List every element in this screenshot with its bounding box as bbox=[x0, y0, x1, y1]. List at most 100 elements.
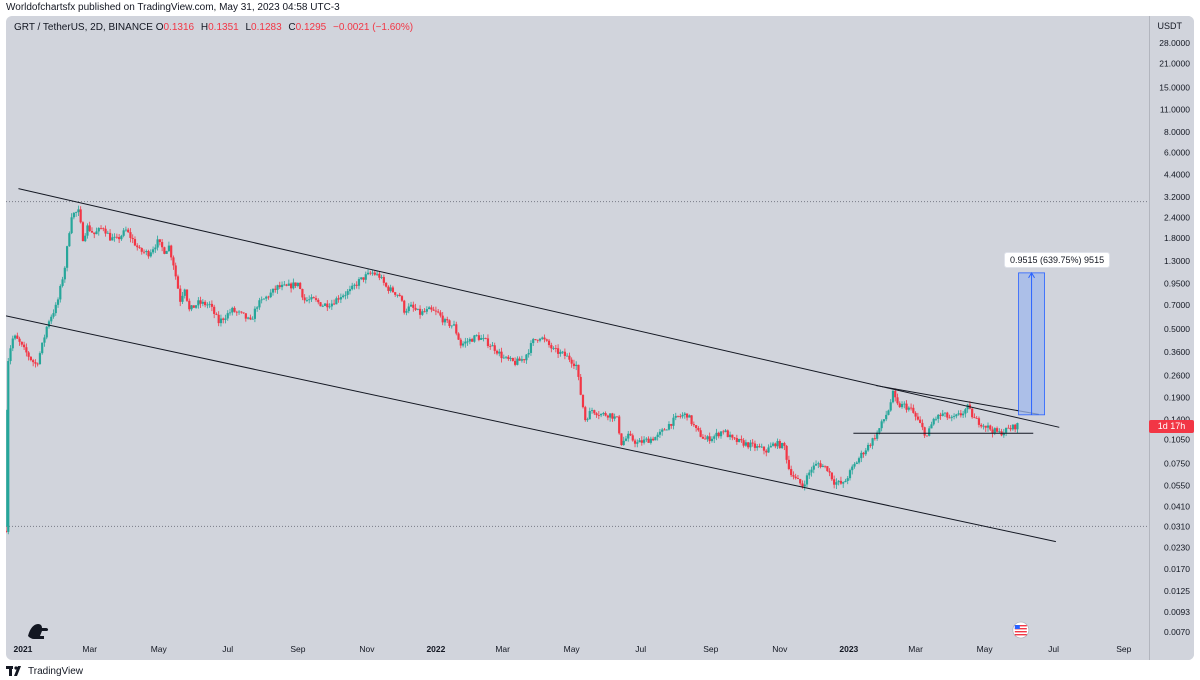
candle-body bbox=[751, 442, 754, 444]
candle-body bbox=[866, 444, 870, 451]
candle-body bbox=[111, 237, 114, 241]
candle-body bbox=[993, 428, 996, 434]
candle-body bbox=[161, 242, 164, 248]
candle-body bbox=[998, 431, 1001, 433]
candle-body bbox=[129, 232, 132, 238]
candle-body bbox=[839, 480, 843, 484]
candle-body bbox=[876, 432, 879, 439]
candle-body bbox=[54, 304, 57, 314]
candle-body bbox=[308, 299, 311, 301]
candle-body bbox=[231, 307, 234, 313]
candle-body bbox=[570, 359, 573, 364]
candle-body bbox=[312, 297, 315, 299]
candle-body bbox=[502, 357, 505, 359]
candle-body bbox=[547, 340, 551, 346]
candle-body bbox=[808, 472, 811, 476]
candle-body bbox=[190, 305, 193, 310]
flag-stripe bbox=[1014, 634, 1027, 636]
candle-body bbox=[265, 296, 268, 299]
candle-body bbox=[158, 239, 161, 243]
flag-stripe bbox=[1014, 625, 1027, 627]
y-tick-label: 28.0000 bbox=[1159, 38, 1190, 48]
candle-body bbox=[90, 231, 94, 233]
candle-body bbox=[314, 298, 318, 300]
candle-body bbox=[480, 337, 483, 340]
candle-body bbox=[948, 417, 951, 419]
candle-body bbox=[532, 339, 535, 344]
y-tick-label: 4.4000 bbox=[1164, 169, 1190, 179]
candle-body bbox=[1005, 427, 1008, 433]
candle-body bbox=[416, 308, 419, 310]
candle-body bbox=[434, 310, 438, 312]
candle-body bbox=[188, 300, 191, 310]
candle-body bbox=[29, 356, 32, 361]
candle-body bbox=[627, 433, 630, 439]
candle-body bbox=[16, 335, 19, 339]
y-tick-label: 3.2000 bbox=[1164, 192, 1190, 202]
candle-body bbox=[106, 232, 109, 234]
price-currency: USDT bbox=[1157, 21, 1183, 31]
candle-body bbox=[980, 424, 983, 427]
candle-body bbox=[837, 480, 840, 483]
x-tick-label: 2021 bbox=[14, 644, 33, 654]
candle-body bbox=[952, 416, 956, 417]
candle-body bbox=[500, 351, 503, 359]
candle-body bbox=[919, 419, 922, 423]
candle-body bbox=[108, 232, 112, 241]
candle-body bbox=[283, 284, 286, 286]
candle-body bbox=[930, 424, 933, 429]
candle-body bbox=[563, 351, 566, 356]
candle-body bbox=[163, 247, 166, 254]
candle-body bbox=[701, 436, 705, 439]
y-tick-label: 0.1050 bbox=[1164, 435, 1190, 445]
candle-body bbox=[86, 225, 89, 236]
candle-body bbox=[504, 356, 508, 358]
candle-body bbox=[1007, 427, 1010, 429]
candle-body bbox=[925, 435, 929, 437]
candle-body bbox=[717, 432, 720, 437]
candle-body bbox=[36, 363, 39, 365]
candle-body bbox=[489, 346, 492, 347]
y-tick-label: 0.7000 bbox=[1164, 300, 1190, 310]
candle-body bbox=[215, 313, 218, 315]
candle-body bbox=[425, 309, 428, 312]
candle-body bbox=[525, 354, 528, 361]
candle-body bbox=[271, 288, 275, 293]
candle-body bbox=[473, 335, 476, 342]
chart-area[interactable]: 28.0000 21.0000 15.0000 11.0000 8.0000 6.0000… bbox=[6, 16, 1194, 660]
candle-body bbox=[846, 478, 849, 481]
candle-body bbox=[697, 428, 700, 431]
candle-body bbox=[828, 471, 831, 473]
candle-body bbox=[939, 414, 942, 416]
candle-body bbox=[857, 458, 861, 463]
chart-canvas[interactable]: 28.0000 21.0000 15.0000 11.0000 8.0000 6.0000… bbox=[6, 16, 1194, 660]
candle-body bbox=[575, 364, 578, 367]
candle-body bbox=[719, 431, 723, 437]
candle-body bbox=[170, 245, 173, 258]
candle-body bbox=[740, 438, 743, 441]
x-tick-label: May bbox=[977, 644, 994, 654]
candle-body bbox=[579, 376, 582, 395]
candle-body bbox=[937, 414, 940, 419]
candle-body bbox=[880, 421, 883, 429]
candle-body bbox=[394, 292, 397, 295]
candle-body bbox=[747, 442, 750, 448]
candle-body bbox=[912, 407, 915, 413]
candle-body bbox=[194, 305, 198, 308]
candle-body bbox=[704, 438, 707, 440]
candle-body bbox=[450, 325, 453, 327]
candle-body bbox=[656, 434, 659, 438]
candle-body bbox=[289, 283, 293, 289]
candle-body bbox=[375, 273, 379, 275]
candle-body bbox=[172, 257, 175, 266]
price-axis-divider bbox=[1149, 16, 1150, 660]
candle-body bbox=[914, 412, 917, 417]
candle-body bbox=[396, 294, 399, 296]
last-price-countdown-badge: 1d 17h bbox=[1149, 420, 1194, 433]
candle-body bbox=[844, 480, 847, 483]
candle-body bbox=[805, 475, 809, 485]
candle-body bbox=[692, 424, 695, 426]
candle-body bbox=[400, 296, 404, 301]
x-tick-label: Jul bbox=[1048, 644, 1059, 654]
candle-body bbox=[676, 415, 680, 417]
